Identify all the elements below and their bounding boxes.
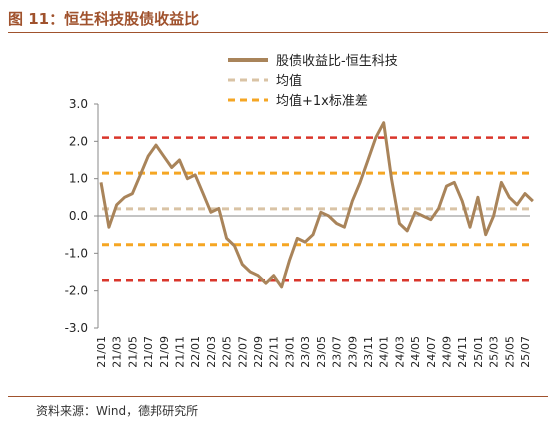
x-tick-label: 23/07 <box>331 336 344 368</box>
x-tick-label: 22/07 <box>236 336 249 368</box>
x-tick-label: 24/05 <box>409 336 422 368</box>
y-tick-label: 3.0 <box>69 97 88 111</box>
legend-item-mean-label: 均值 <box>276 73 302 89</box>
x-tick-label: 24/03 <box>393 336 406 368</box>
x-tick-label: 21/01 <box>95 336 108 368</box>
axes: 3.02.01.00.0-1.0-2.0-3.021/01 21/03 21/05 2… <box>65 97 532 368</box>
x-tick-label: 25/05 <box>503 336 516 368</box>
x-tick-label: 23/01 <box>283 336 296 368</box>
y-tick-label: -1.0 <box>65 246 88 260</box>
x-tick-label: 22/11 <box>268 336 281 368</box>
x-tick-label: 25/01 <box>472 336 485 368</box>
x-tick-label: 21/09 <box>158 336 171 368</box>
x-tick-label: 24/11 <box>456 336 469 368</box>
source-note: 资料来源：Wind，德邦研究所 <box>36 404 199 418</box>
legend-item-hstech-label: 股债收益比-恒生科技 <box>276 54 398 69</box>
y-tick-label: 1.0 <box>69 172 88 186</box>
legend-item-1sd-label: 均值+1x标准差 <box>276 93 368 109</box>
y-tick-label: -2.0 <box>65 284 88 298</box>
x-tick-label: 22/09 <box>252 336 265 368</box>
x-tick-label: 21/07 <box>142 336 155 368</box>
y-tick-label: 0.0 <box>69 209 88 223</box>
x-tick-label: 22/01 <box>189 336 202 368</box>
title-rule <box>8 32 548 33</box>
x-tick-label: 25/03 <box>488 336 501 368</box>
series-line-hstech <box>99 121 534 289</box>
x-tick-label: 22/05 <box>221 336 234 368</box>
figure-title: 图 11：恒生科技股债收益比 <box>8 10 200 28</box>
bottom-rule <box>8 396 548 397</box>
x-tick-label: 24/09 <box>440 336 453 368</box>
y-tick-label: 2.0 <box>69 134 88 148</box>
x-tick-label: 21/03 <box>111 336 124 368</box>
x-tick-label: 21/11 <box>174 336 187 368</box>
x-tick-label: 23/09 <box>346 336 359 368</box>
x-tick-label: 23/05 <box>315 336 328 368</box>
x-tick-label: 23/03 <box>299 336 312 368</box>
x-tick-label: 23/11 <box>362 336 375 368</box>
x-tick-label: 25/07 <box>519 336 532 368</box>
x-tick-label: 24/01 <box>378 336 391 368</box>
x-tick-label: 21/05 <box>126 336 139 368</box>
x-tick-label: 24/07 <box>425 336 438 368</box>
x-tick-label: 22/03 <box>205 336 218 368</box>
y-tick-label: -3.0 <box>65 321 88 335</box>
series-layer <box>99 121 534 289</box>
